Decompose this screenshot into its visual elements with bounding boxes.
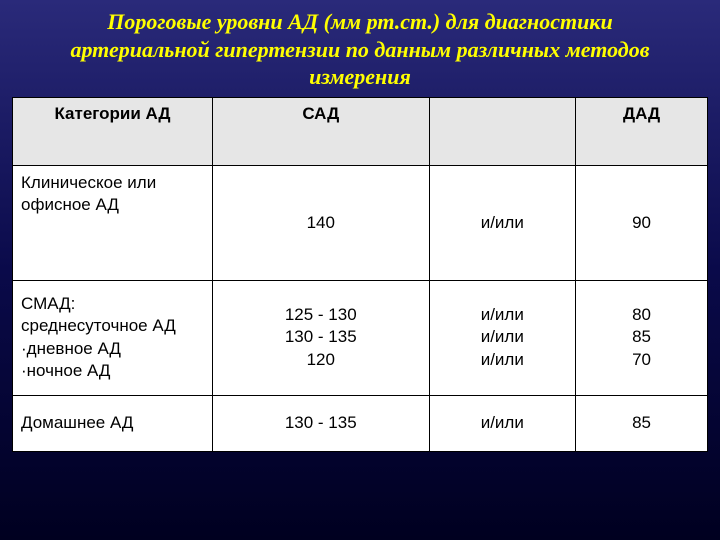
cell-andor: и/или bbox=[429, 395, 576, 451]
cell-andor: и/или и/или и/или bbox=[429, 280, 576, 395]
label-line: ·ночное АД bbox=[21, 360, 204, 382]
table-row: Домашнее АД 130 - 135 и/или 85 bbox=[13, 395, 708, 451]
value-line: 85 bbox=[584, 326, 699, 348]
title-line-3: измерения bbox=[309, 64, 411, 89]
value-line: 120 bbox=[221, 349, 421, 371]
cell-sad: 130 - 135 bbox=[213, 395, 430, 451]
label-line: СМАД: bbox=[21, 293, 204, 315]
value-line: 70 bbox=[584, 349, 699, 371]
row-label-home: Домашнее АД bbox=[13, 395, 213, 451]
cell-dad: 90 bbox=[576, 165, 708, 280]
table-row: СМАД: среднесуточное АД ·дневное АД ·ноч… bbox=[13, 280, 708, 395]
value-line: 130 - 135 bbox=[221, 326, 421, 348]
table-header-row: Категории АД САД ДАД bbox=[13, 97, 708, 165]
row-label-clinical: Клиническое или офисное АД bbox=[13, 165, 213, 280]
value-line: 125 - 130 bbox=[221, 304, 421, 326]
label-line: ·дневное АД bbox=[21, 338, 204, 360]
value-line: и/или bbox=[438, 304, 568, 326]
label-line: среднесуточное АД bbox=[21, 315, 204, 337]
slide-title: Пороговые уровни АД (мм рт.ст.) для диаг… bbox=[0, 0, 720, 97]
header-sad: САД bbox=[213, 97, 430, 165]
cell-dad: 85 bbox=[576, 395, 708, 451]
cell-sad: 140 bbox=[213, 165, 430, 280]
value-line: 80 bbox=[584, 304, 699, 326]
value-line: и/или bbox=[438, 349, 568, 371]
header-category: Категории АД bbox=[13, 97, 213, 165]
label-text: Клиническое или офисное АД bbox=[21, 172, 204, 216]
value-line: и/или bbox=[438, 326, 568, 348]
header-blank bbox=[429, 97, 576, 165]
bp-thresholds-table: Категории АД САД ДАД Клиническое или офи… bbox=[12, 97, 708, 452]
title-line-1: Пороговые уровни АД (мм рт.ст.) для диаг… bbox=[107, 9, 612, 34]
cell-sad: 125 - 130 130 - 135 120 bbox=[213, 280, 430, 395]
cell-dad: 80 85 70 bbox=[576, 280, 708, 395]
title-line-2: артериальной гипертензии по данным разли… bbox=[70, 37, 649, 62]
header-dad: ДАД bbox=[576, 97, 708, 165]
cell-andor: и/или bbox=[429, 165, 576, 280]
table-row: Клиническое или офисное АД 140 и/или 90 bbox=[13, 165, 708, 280]
row-label-smad: СМАД: среднесуточное АД ·дневное АД ·ноч… bbox=[13, 280, 213, 395]
